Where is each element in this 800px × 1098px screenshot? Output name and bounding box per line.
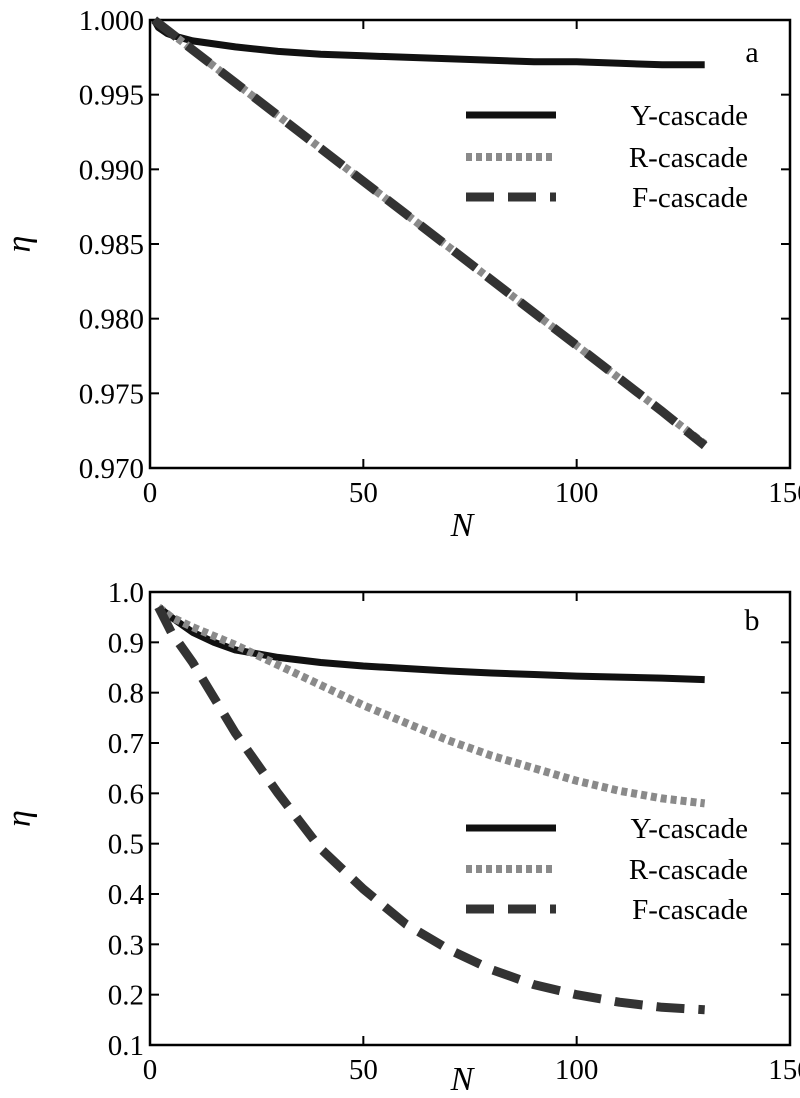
legend-label-y-cascade: Y-cascade <box>630 100 748 132</box>
chart-panel-a: 0 50 100 150 0.970 0.975 0.980 0.985 0.990 0.995 1… <box>1 5 800 544</box>
legend-label-y-cascade: Y-cascade <box>630 813 748 845</box>
y-tick-label: 1.000 <box>79 5 144 37</box>
panel-letter: a <box>745 36 758 69</box>
x-tick-label: 150 <box>768 1054 800 1086</box>
y-tick-label: 0.970 <box>79 453 144 485</box>
y-tick-label: 1.0 <box>108 577 144 609</box>
plot-frame <box>148 590 792 1047</box>
y-tick-label: 0.980 <box>79 304 144 336</box>
x-tick-label: 50 <box>349 477 378 509</box>
y-tick-label: 0.995 <box>79 80 144 112</box>
y-tick-label: 0.8 <box>108 678 144 710</box>
y-tick-label: 0.5 <box>108 829 144 861</box>
y-tick-label: 0.985 <box>79 229 144 261</box>
y-tick-label: 0.4 <box>108 879 145 911</box>
legend-label-r-cascade: R-cascade <box>629 854 748 886</box>
series-line-r-cascade <box>156 603 706 808</box>
y-tick-label: 0.9 <box>108 627 144 659</box>
x-tick-label: 150 <box>768 477 800 509</box>
y-tick-label: 0.3 <box>108 929 144 961</box>
y-tick-label: 0.2 <box>108 980 144 1012</box>
x-axis-title: N <box>450 1061 476 1098</box>
y-tick-label: 0.1 <box>108 1030 144 1062</box>
y-axis-title: η <box>1 810 38 827</box>
x-axis-title: N <box>450 507 476 544</box>
legend-label-r-cascade: R-cascade <box>629 142 748 174</box>
series-line-y-cascade <box>151 18 705 69</box>
y-tick-label: 0.7 <box>108 728 144 760</box>
x-tick-label: 100 <box>555 477 599 509</box>
x-tick-label: 100 <box>555 1054 599 1086</box>
series-line-f-cascade <box>151 16 708 450</box>
series-line-f-cascade <box>154 605 705 1015</box>
chart-panel-b: 0 50 100 150 0.1 0.2 0.3 0.4 0.5 0.6 0.7 0.8 0.9 1.0 N… <box>1 577 800 1098</box>
x-tick-label: 50 <box>349 1054 378 1086</box>
y-tick-label: 0.990 <box>79 154 144 186</box>
legend-label-f-cascade: F-cascade <box>632 182 748 214</box>
series-line-y-cascade <box>156 604 705 684</box>
y-tick-label: 0.6 <box>108 778 144 810</box>
x-tick-label: 0 <box>143 477 158 509</box>
y-tick-label: 0.975 <box>79 378 144 410</box>
x-tick-label: 0 <box>143 1054 158 1086</box>
panel-letter: b <box>745 604 760 637</box>
legend-label-f-cascade: F-cascade <box>632 894 748 926</box>
y-axis-title: η <box>1 236 38 253</box>
